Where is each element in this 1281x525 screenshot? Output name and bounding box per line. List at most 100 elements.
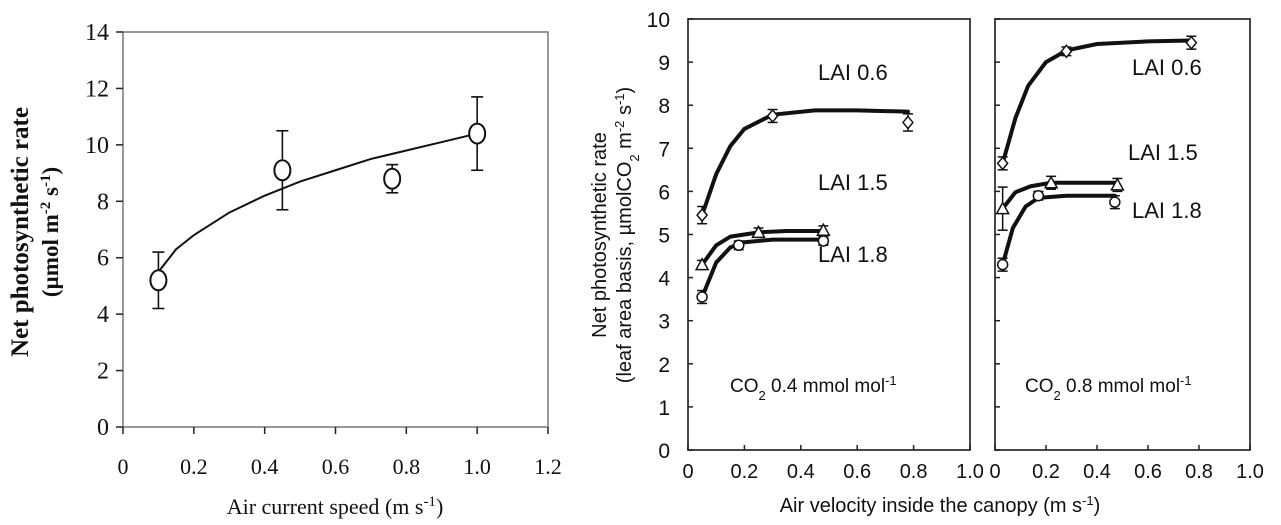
right-y-label-line1: Net photosynthetic rate xyxy=(589,132,611,338)
left-y-unit: (µmol m xyxy=(38,214,63,297)
panel-x-tick-label: 0 xyxy=(989,461,1000,483)
left-x-axis-label: Air current speed (m s-1) xyxy=(227,494,444,519)
annotation-sub: 2 xyxy=(1054,388,1061,403)
left-y-tick-label: 12 xyxy=(85,76,109,102)
right-y-tick-label: 2 xyxy=(658,354,670,377)
panel-co2-annotation: CO2 0.8 mmol mol-1 xyxy=(1025,373,1192,403)
circle-marker xyxy=(1032,189,1045,202)
right-y-tick-label: 3 xyxy=(658,311,670,334)
annotation-sup: -1 xyxy=(1180,373,1192,388)
left-x-tick-label: 0 xyxy=(118,454,129,479)
series-label: LAI 1.8 xyxy=(1132,198,1202,223)
left-x-tick-label: 0.6 xyxy=(322,454,350,479)
series-fit-curve xyxy=(700,229,826,267)
diamond-marker xyxy=(1185,35,1198,50)
right-chart: 0 1 2 3 4 5 6 7 8 9 10 0 0.2 0.4 0.6 0.8 1.0 LAI 0.6 LAI 1… xyxy=(589,9,1264,517)
diamond-marker xyxy=(1060,44,1073,59)
diamond-marker xyxy=(901,115,914,130)
left-y-tick-label: 2 xyxy=(97,359,109,385)
left-x-tick-label: 1.2 xyxy=(534,454,562,479)
series-label: LAI 1.5 xyxy=(818,170,888,195)
left-y-tick-label: 10 xyxy=(85,133,109,159)
panel-co2-annotation: CO2 0.4 mmol mol-1 xyxy=(730,373,897,403)
series-label: LAI 1.5 xyxy=(1128,140,1198,165)
triangle-marker xyxy=(1110,177,1125,191)
triangle-marker xyxy=(694,257,710,271)
panel-x-tick-label: 0 xyxy=(682,461,693,483)
series-fit-curve xyxy=(1000,38,1194,166)
annotation-value: 0.4 mmol mol xyxy=(766,376,885,397)
left-data-point xyxy=(273,159,292,182)
left-data-point xyxy=(468,122,487,145)
left-y-tick-label: 6 xyxy=(97,246,109,272)
triangle-marker xyxy=(816,222,831,236)
right-y-unit-sup: -2 xyxy=(612,121,627,133)
right-y-label-line2: (leaf area basis, µmolCO2 m-2 s-1) xyxy=(612,87,642,383)
diamond-marker xyxy=(766,108,779,124)
series-fit-curve xyxy=(700,237,826,299)
circle-marker xyxy=(733,239,745,252)
right-y-tick-label: 6 xyxy=(658,181,670,204)
annotation-sup: -1 xyxy=(885,373,897,388)
right-y-unit-mid2: s xyxy=(614,105,636,121)
series-label: LAI 0.6 xyxy=(1132,55,1202,80)
circle-marker xyxy=(996,258,1009,271)
right-y-unit-close: ) xyxy=(614,87,636,94)
left-y-unit-mid: s xyxy=(38,187,63,202)
panel-x-tick-label: 1.0 xyxy=(956,461,984,483)
left-x-tick-label: 1.0 xyxy=(463,454,491,479)
panel-x-tick-label: 1.0 xyxy=(1236,461,1264,483)
panel-x-tick-label: 0.2 xyxy=(1032,461,1060,483)
diamond-marker xyxy=(696,207,709,223)
left-x-unit-close: ) xyxy=(436,494,443,519)
left-data-point xyxy=(149,269,168,292)
left-data-point xyxy=(383,167,402,190)
left-x-unit-sup: -1 xyxy=(423,494,436,510)
right-y-tick-label: 1 xyxy=(658,397,670,420)
left-x-tick-label: 0.4 xyxy=(251,454,279,479)
left-y-unit-sup: -1 xyxy=(38,175,54,188)
left-chart: 0 2 4 6 8 10 12 14 0 0.2 0.4 0.6 0.8 1.0 1.2 Air curren… xyxy=(7,20,562,519)
right-y-tick-label: 7 xyxy=(658,138,670,161)
right-x-label-sup: -1 xyxy=(1082,493,1094,508)
annotation-value: 0.8 mmol mol xyxy=(1061,376,1180,397)
annotation-sub: 2 xyxy=(759,388,766,403)
left-y-label-line1: Net photosynthetic rate xyxy=(7,107,34,357)
panel-x-tick-label: 0.4 xyxy=(787,461,815,483)
right-panel-2: 0 0.2 0.4 0.6 0.8 1.0 LAI 0.6 LAI 1.5 LAI 1.8 CO2… xyxy=(989,18,1264,483)
right-panel-1: 0 0.2 0.4 0.6 0.8 1.0 LAI 0.6 LAI 1.5 LAI 1.8 CO2… xyxy=(682,18,984,483)
series-fit-curve xyxy=(1000,180,1120,211)
annotation-co: CO xyxy=(730,376,759,397)
triangle-marker xyxy=(1043,175,1059,189)
right-y-tick-label: 4 xyxy=(658,268,670,291)
circle-marker xyxy=(817,235,830,247)
annotation-co: CO xyxy=(1025,376,1054,397)
left-y-tick-label: 14 xyxy=(85,20,109,46)
circle-marker xyxy=(696,291,708,303)
series-fit-curve xyxy=(1000,193,1117,267)
right-y-tick-label: 5 xyxy=(658,225,670,248)
left-x-tick-label: 0.2 xyxy=(180,454,208,479)
left-x-unit: (m s xyxy=(379,494,423,519)
right-y-tick-label: 10 xyxy=(647,9,670,32)
right-y-unit-mid: m xyxy=(614,132,636,154)
right-y-tick-label: 0 xyxy=(658,440,670,463)
right-y-tick-label: 9 xyxy=(658,52,670,75)
right-x-label-text: Air velocity inside the canopy (m s xyxy=(780,495,1082,517)
left-y-unit-close: ) xyxy=(38,167,63,175)
left-x-tick-label: 0.8 xyxy=(393,454,421,479)
right-y-unit-sub: 2 xyxy=(627,154,642,161)
left-plot-frame xyxy=(122,31,549,428)
left-y-tick-label: 8 xyxy=(97,189,109,215)
series-label: LAI 1.8 xyxy=(818,242,888,267)
panel-x-tick-label: 0.4 xyxy=(1083,461,1111,483)
panel-x-tick-label: 0.6 xyxy=(843,461,871,483)
triangle-marker xyxy=(751,224,766,239)
left-x-label-text: Air current speed xyxy=(227,494,380,519)
right-y-unit: (leaf area basis, µmolCO xyxy=(614,162,636,384)
panel-x-tick-label: 0.2 xyxy=(730,461,758,483)
panel-x-tick-label: 0.8 xyxy=(900,461,928,483)
left-y-tick-label: 0 xyxy=(97,415,109,441)
panel-x-tick-label: 0.6 xyxy=(1134,461,1162,483)
